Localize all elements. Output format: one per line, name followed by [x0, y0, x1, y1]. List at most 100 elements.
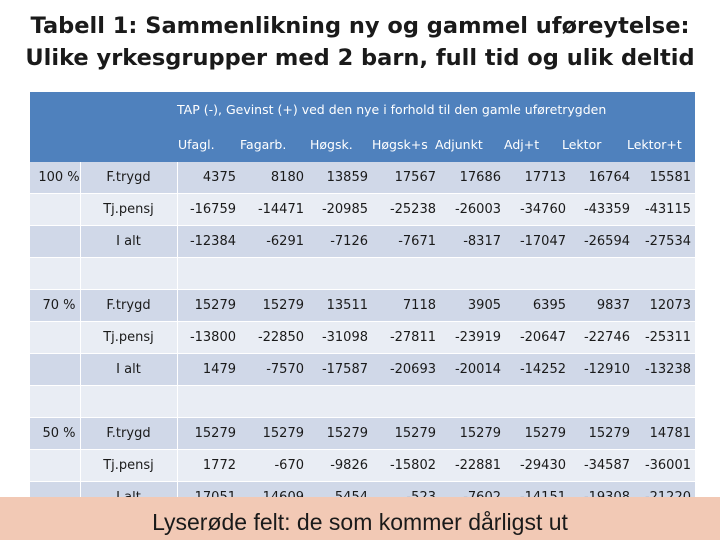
table-row: 100 % F.trygd 4375 8180 13859 17567 17686 17713… — [30, 162, 695, 194]
value-cell: 17713 — [524, 170, 566, 185]
value-cell: -17047 — [519, 234, 566, 249]
value-cell: 6395 — [532, 298, 566, 313]
column-header: Adj+t — [504, 137, 540, 152]
value-cell: 17567 — [394, 170, 436, 185]
legend-footer: Lyserøde felt: de som kommer dårligst ut — [0, 497, 720, 540]
value-cell: 4375 — [202, 170, 236, 185]
group-label: 50 % — [42, 426, 76, 441]
value-cell: 15279 — [262, 298, 304, 313]
value-cell: 13859 — [326, 170, 368, 185]
value-cell: -25238 — [389, 202, 436, 217]
column-header: Adjunkt — [435, 137, 483, 152]
value-cell: -7570 — [266, 362, 304, 377]
title-line-1: Tabell 1: Sammenlikning ny og gammel ufø… — [30, 13, 690, 39]
column-header: Ufagl. — [178, 137, 215, 152]
row-divider — [30, 193, 695, 194]
column-divider — [177, 162, 178, 497]
value-cell: -9826 — [330, 458, 368, 473]
group-label: 70 % — [42, 298, 76, 313]
value-cell: -14471 — [257, 202, 304, 217]
column-header: Høgsk. — [310, 137, 353, 152]
value-cell: -8317 — [463, 234, 501, 249]
row-divider — [30, 321, 695, 322]
value-cell: 15279 — [588, 426, 630, 441]
column-header: Lektor+t — [627, 137, 682, 152]
value-cell: -34760 — [519, 202, 566, 217]
value-cell: 15279 — [394, 426, 436, 441]
value-cell: -26003 — [454, 202, 501, 217]
value-cell: -22850 — [257, 330, 304, 345]
table-row: Tj.pensj -13800 -22850 -31098 -27811 -23919 -2… — [30, 322, 695, 354]
value-cell: 7118 — [402, 298, 436, 313]
row-divider — [30, 257, 695, 258]
legend-footer-text: Lyserøde felt: de som kommer dårligst ut — [152, 509, 568, 535]
value-cell: -43359 — [583, 202, 630, 217]
value-cell: 15581 — [649, 170, 691, 185]
value-cell: 16764 — [588, 170, 630, 185]
row-label: F.trygd — [106, 298, 151, 313]
value-cell: -12384 — [189, 234, 236, 249]
column-header: Høgsk+s — [372, 137, 428, 152]
value-cell: -22746 — [583, 330, 630, 345]
table-header-caption: TAP (-), Gevinst (+) ved den nye i forho… — [177, 92, 695, 127]
value-cell: 1479 — [202, 362, 236, 377]
table-row: Tj.pensj -16759 -14471 -20985 -25238 -26003 -3… — [30, 194, 695, 226]
value-cell: -20985 — [321, 202, 368, 217]
value-cell: 9837 — [596, 298, 630, 313]
value-cell: 1772 — [202, 458, 236, 473]
value-cell: 17686 — [459, 170, 501, 185]
value-cell: -16759 — [189, 202, 236, 217]
row-divider — [30, 481, 695, 482]
value-cell: 15279 — [194, 298, 236, 313]
value-cell: -34587 — [583, 458, 630, 473]
value-cell: -7126 — [330, 234, 368, 249]
value-cell: -13800 — [189, 330, 236, 345]
value-cell: -23919 — [454, 330, 501, 345]
value-cell: -20647 — [519, 330, 566, 345]
value-cell: 13511 — [326, 298, 368, 313]
value-cell: -31098 — [321, 330, 368, 345]
table-row: I alt -12384 -6291 -7126 -7671 -8317 -17047 -26… — [30, 226, 695, 258]
value-cell: -6291 — [266, 234, 304, 249]
column-header: Lektor — [562, 137, 602, 152]
value-cell: -43115 — [644, 202, 691, 217]
row-label: F.trygd — [106, 426, 151, 441]
value-cell: 15279 — [262, 426, 304, 441]
value-cell: -15802 — [389, 458, 436, 473]
value-cell: 3905 — [467, 298, 501, 313]
column-header: Fagarb. — [240, 137, 287, 152]
row-divider — [30, 449, 695, 450]
value-cell: -26594 — [583, 234, 630, 249]
spacer-row — [30, 258, 695, 290]
row-divider — [30, 225, 695, 226]
slide-title: Tabell 1: Sammenlikning ny og gammel ufø… — [0, 10, 720, 74]
row-label: I alt — [116, 362, 141, 377]
value-cell: -27534 — [644, 234, 691, 249]
row-label: Tj.pensj — [103, 202, 154, 217]
spacer-row — [30, 386, 695, 418]
table-row: I alt 1479 -7570 -17587 -20693 -20014 -14252 -1… — [30, 354, 695, 386]
value-cell: -13238 — [644, 362, 691, 377]
value-cell: -20693 — [389, 362, 436, 377]
row-divider — [30, 385, 695, 386]
row-label: Tj.pensj — [103, 458, 154, 473]
value-cell: 15279 — [326, 426, 368, 441]
value-cell: 14781 — [649, 426, 691, 441]
value-cell: 15279 — [194, 426, 236, 441]
value-cell: -27811 — [389, 330, 436, 345]
value-cell: -25311 — [644, 330, 691, 345]
value-cell: -14252 — [519, 362, 566, 377]
table-row: 70 % F.trygd 15279 15279 13511 7118 3905 6395 98… — [30, 290, 695, 322]
row-label: Tj.pensj — [103, 330, 154, 345]
value-cell: 8180 — [270, 170, 304, 185]
value-cell: -36001 — [644, 458, 691, 473]
value-cell: -17587 — [321, 362, 368, 377]
value-cell: 12073 — [649, 298, 691, 313]
row-label: F.trygd — [106, 170, 151, 185]
column-divider — [80, 162, 81, 497]
value-cell: -20014 — [454, 362, 501, 377]
value-cell: 15279 — [524, 426, 566, 441]
value-cell: -22881 — [454, 458, 501, 473]
table-row: 50 % F.trygd 15279 15279 15279 15279 15279 1527… — [30, 418, 695, 450]
table-row: Tj.pensj 1772 -670 -9826 -15802 -22881 -29430 -… — [30, 450, 695, 482]
